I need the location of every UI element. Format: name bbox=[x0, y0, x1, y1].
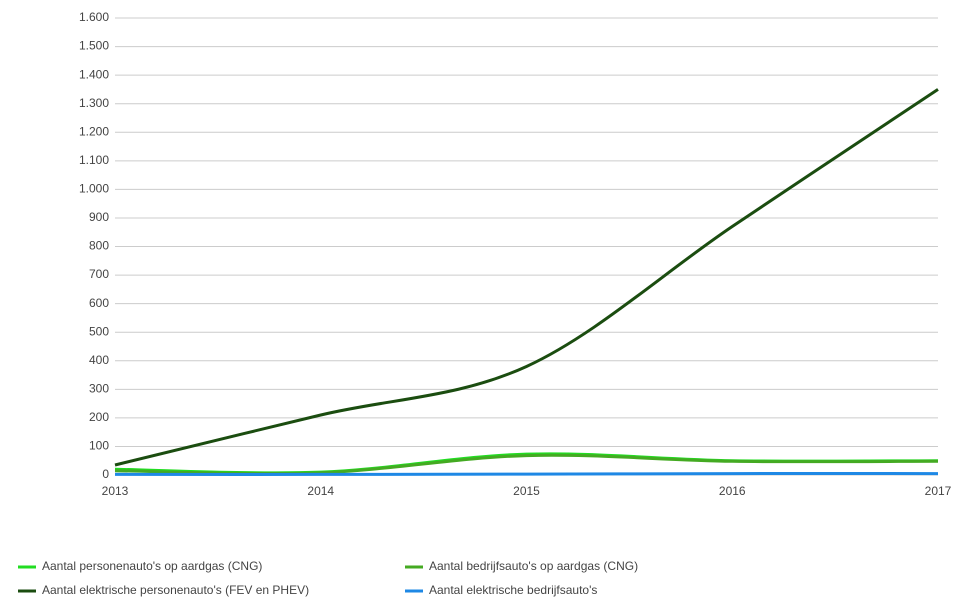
y-tick-label: 400 bbox=[89, 353, 109, 367]
y-tick-label: 500 bbox=[89, 324, 109, 338]
y-tick-label: 300 bbox=[89, 381, 109, 395]
y-tick-label: 100 bbox=[89, 439, 109, 453]
x-tick-label: 2013 bbox=[102, 484, 129, 498]
x-tick-label: 2016 bbox=[719, 484, 746, 498]
x-tick-label: 2017 bbox=[925, 484, 952, 498]
series-line bbox=[114, 453, 939, 476]
y-tick-label: 1.400 bbox=[79, 67, 109, 81]
y-tick-label: 1.200 bbox=[79, 124, 109, 138]
legend-label: Aantal bedrijfsauto's op aardgas (CNG) bbox=[429, 559, 638, 573]
y-tick-label: 1.600 bbox=[79, 10, 109, 24]
y-tick-label: 1.300 bbox=[79, 96, 109, 110]
y-tick-label: 1.000 bbox=[79, 182, 109, 196]
y-tick-label: 200 bbox=[89, 410, 109, 424]
y-tick-label: 800 bbox=[89, 239, 109, 253]
y-tick-label: 900 bbox=[89, 210, 109, 224]
legend-label: Aantal personenauto's op aardgas (CNG) bbox=[42, 559, 262, 573]
y-tick-label: 1.100 bbox=[79, 153, 109, 167]
legend-label: Aantal elektrische personenauto's (FEV e… bbox=[42, 583, 309, 597]
legend-label: Aantal elektrische bedrijfsauto's bbox=[429, 583, 597, 597]
series-line bbox=[114, 472, 939, 476]
y-tick-label: 700 bbox=[89, 267, 109, 281]
y-tick-label: 600 bbox=[89, 296, 109, 310]
y-tick-label: 0 bbox=[102, 467, 109, 481]
y-tick-label: 1.500 bbox=[79, 39, 109, 53]
x-tick-label: 2015 bbox=[513, 484, 540, 498]
x-tick-label: 2014 bbox=[307, 484, 334, 498]
series-line bbox=[114, 88, 939, 467]
